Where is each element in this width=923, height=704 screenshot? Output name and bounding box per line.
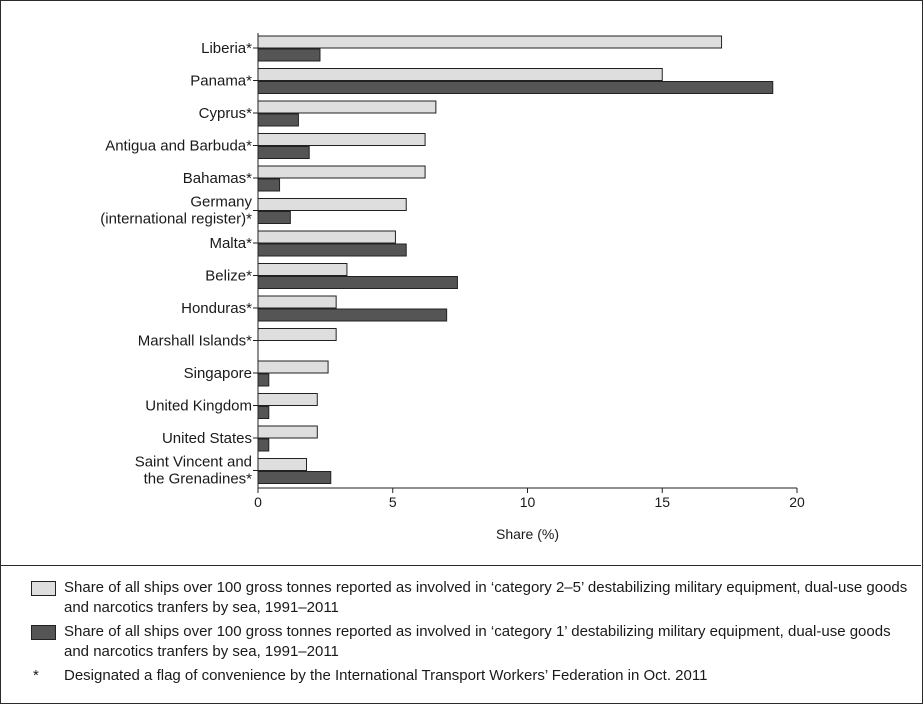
bar — [257, 276, 458, 289]
bar — [257, 68, 663, 81]
bar — [257, 458, 308, 471]
x-axis-title: Share (%) — [496, 526, 559, 542]
bar — [257, 308, 448, 322]
bar — [257, 146, 310, 159]
bar — [257, 230, 396, 244]
category-label: Cyprus* — [199, 105, 253, 122]
category-label: Saint Vincent and the Grenadines* — [135, 454, 252, 488]
x-tick-label: 5 — [389, 494, 397, 510]
category-label: Bahamas* — [183, 170, 252, 187]
legend-divider — [0, 565, 921, 566]
category-label: Singapore — [184, 365, 252, 382]
category-label: Antigua and Barbuda* — [105, 138, 252, 155]
legend-swatch-light — [31, 581, 56, 596]
bar — [257, 35, 723, 49]
category-label: Belize* — [205, 268, 252, 285]
bar — [257, 48, 321, 62]
category-label: United Kingdom — [145, 398, 252, 415]
bar — [257, 113, 299, 127]
bar — [257, 393, 318, 406]
category-label: Liberia* — [201, 40, 252, 57]
bar — [257, 100, 437, 114]
bar-chart: Liberia* Panama* Cyprus* Antigua and Barbud… — [100, 33, 805, 542]
legend: Share of all ships over 100 gross tonnes… — [28, 578, 908, 690]
category-label: Honduras* — [181, 300, 252, 317]
bar — [257, 198, 407, 211]
bar — [257, 263, 348, 276]
legend-label-category-2-5: Share of all ships over 100 gross tonnes… — [64, 579, 908, 616]
legend-label-category-1: Share of all ships over 100 gross tonnes… — [64, 623, 891, 660]
legend-item-category-1: Share of all ships over 100 gross tonnes… — [28, 622, 908, 662]
x-tick-label: 0 — [254, 494, 262, 510]
bar — [257, 165, 426, 179]
footnote-marker: * — [33, 667, 39, 684]
bar — [257, 438, 270, 452]
bar — [257, 471, 332, 484]
bar — [257, 178, 281, 192]
bar — [257, 406, 270, 419]
x-tick-label: 10 — [520, 494, 536, 510]
bar — [257, 81, 774, 94]
bar — [257, 211, 291, 224]
legend-footnote: * Designated a flag of convenience by th… — [28, 666, 908, 686]
category-label: Germany (international register)* — [100, 194, 252, 228]
footnote-text: Designated a flag of convenience by the … — [64, 667, 708, 684]
bar — [257, 373, 270, 387]
category-label: United States — [162, 430, 252, 447]
legend-swatch-dark — [31, 625, 56, 640]
bar — [257, 328, 337, 341]
x-tick-label: 20 — [789, 494, 805, 510]
bar — [257, 360, 329, 374]
category-label: Marshall Islands* — [138, 333, 252, 350]
bar — [257, 295, 337, 309]
bar — [257, 425, 318, 439]
bar — [257, 243, 407, 257]
category-label: Malta* — [209, 235, 252, 252]
legend-item-category-2-5: Share of all ships over 100 gross tonnes… — [28, 578, 908, 618]
x-tick-label: 15 — [654, 494, 670, 510]
bar — [257, 133, 426, 146]
category-label: Panama* — [190, 73, 252, 90]
